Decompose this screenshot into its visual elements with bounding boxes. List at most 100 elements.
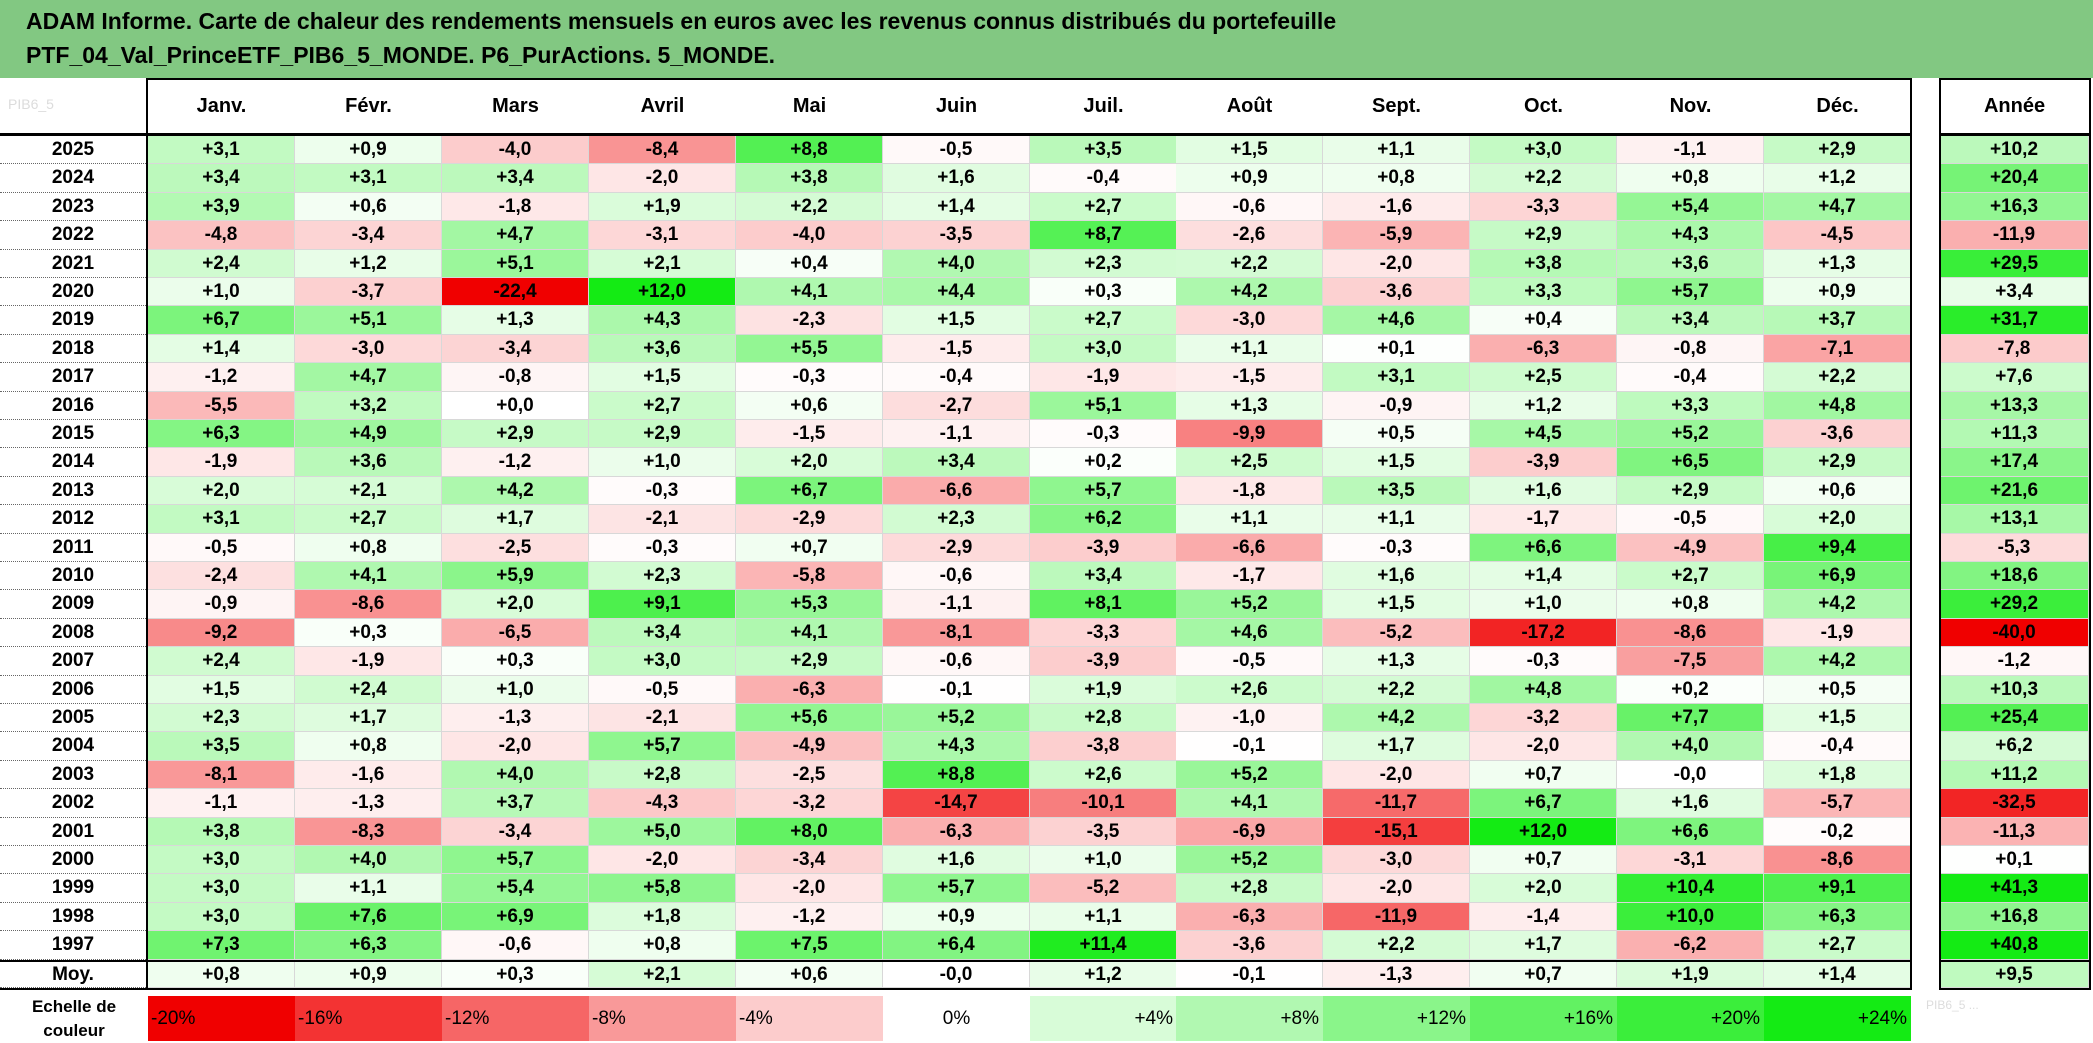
heatmap-cell: +4,3 <box>1617 221 1764 250</box>
heatmap-cell: -17,2 <box>1470 619 1617 647</box>
heatmap-cell: -2,4 <box>148 562 295 590</box>
heatmap-cell: -3,9 <box>1030 534 1177 562</box>
heatmap-cell: +3,4 <box>1030 562 1177 590</box>
heatmap-cell: +5,1 <box>442 250 589 278</box>
heatmap-cell: -2,9 <box>736 505 883 534</box>
heatmap-cell: +0,7 <box>1470 846 1617 874</box>
annual-cell: +41,3 <box>1940 874 2089 903</box>
heatmap-cell: +3,6 <box>589 335 736 363</box>
heatmap-cell: +1,3 <box>1764 250 1911 278</box>
heatmap-cell: +5,8 <box>589 874 736 903</box>
heatmap-cell: -5,9 <box>1323 221 1470 250</box>
heatmap-cell: -5,8 <box>736 562 883 590</box>
heatmap-cell: +3,8 <box>736 164 883 193</box>
heatmap-cell: -3,3 <box>1030 619 1177 647</box>
heatmap-cell: +5,6 <box>736 704 883 732</box>
heatmap-cell: +5,7 <box>1617 278 1764 306</box>
heatmap-cell: +5,7 <box>589 732 736 761</box>
heatmap-cell: +1,5 <box>589 363 736 392</box>
heatmap-cell: -3,2 <box>736 789 883 818</box>
annual-cell: -11,9 <box>1940 221 2089 250</box>
heatmap-cell: +2,7 <box>295 505 442 534</box>
heatmap-cell: +4,2 <box>1764 647 1911 676</box>
annual-cell: +7,6 <box>1940 363 2089 392</box>
annual-cell: +11,2 <box>1940 761 2089 789</box>
heatmap-cell: -0,8 <box>442 363 589 392</box>
heatmap-cell: -3,4 <box>736 846 883 874</box>
heatmap-cell: -1,1 <box>883 590 1030 619</box>
heatmap-cell: +0,8 <box>1323 164 1470 193</box>
annual-cell: +10,3 <box>1940 676 2089 704</box>
heatmap-cell: +1,6 <box>883 846 1030 874</box>
heatmap-cell: -3,0 <box>1323 846 1470 874</box>
month-header: Mai <box>736 80 883 133</box>
heatmap-cell: +3,7 <box>442 789 589 818</box>
heatmap-cell: +2,4 <box>295 676 442 704</box>
heatmap-cell: +3,4 <box>148 164 295 193</box>
annual-cell: +13,1 <box>1940 505 2089 534</box>
heatmap-cell: -1,4 <box>1470 903 1617 931</box>
heatmap-cell: -3,9 <box>1470 448 1617 477</box>
year-label: 1998 <box>0 903 148 931</box>
scale-label: Echelle de couleur <box>0 996 148 1041</box>
heatmap-cell: -1,2 <box>736 903 883 931</box>
heatmap-cell: +6,3 <box>148 420 295 448</box>
average-label: Moy. <box>0 962 148 988</box>
average-top-border <box>0 960 1911 962</box>
average-cell: +1,9 <box>1617 962 1764 988</box>
heatmap-cell: -6,3 <box>883 818 1030 846</box>
heatmap-cell: -2,0 <box>442 732 589 761</box>
month-header: Sept. <box>1323 80 1470 133</box>
average-cell: +2,1 <box>589 962 736 988</box>
year-label: 2005 <box>0 704 148 732</box>
heatmap-cell: +2,3 <box>148 704 295 732</box>
heatmap-cell: +5,4 <box>442 874 589 903</box>
annual-cell: -7,8 <box>1940 335 2089 363</box>
year-label: 2018 <box>0 335 148 363</box>
annual-cell: -1,2 <box>1940 647 2089 676</box>
heatmap-cell: +2,5 <box>1176 448 1323 477</box>
annual-cell: +17,4 <box>1940 448 2089 477</box>
annual-cell: +16,8 <box>1940 903 2089 931</box>
average-cell: -0,0 <box>883 962 1030 988</box>
annual-cell: +25,4 <box>1940 704 2089 732</box>
corner-label: PIB6_5 <box>8 96 54 112</box>
heatmap-cell: -1,8 <box>442 193 589 221</box>
scale-swatch: -16% <box>295 996 442 1041</box>
heatmap-cell: +4,7 <box>295 363 442 392</box>
heatmap-cell: -2,1 <box>589 704 736 732</box>
heatmap-cell: +5,2 <box>883 704 1030 732</box>
heatmap-cell: -6,3 <box>1470 335 1617 363</box>
annual-cell: +16,3 <box>1940 193 2089 221</box>
heatmap-cell: +1,8 <box>1764 761 1911 789</box>
header-bottom-border <box>0 133 1911 136</box>
heatmap-cell: +2,8 <box>1176 874 1323 903</box>
average-cell: +0,9 <box>295 962 442 988</box>
heatmap-cell: +1,5 <box>1176 136 1323 164</box>
heatmap-cell: +1,7 <box>1323 732 1470 761</box>
heatmap-cell: -11,9 <box>1323 903 1470 931</box>
heatmap-cell: -0,1 <box>883 676 1030 704</box>
heatmap-cell: +2,9 <box>1617 477 1764 505</box>
heatmap-cell: -8,4 <box>589 136 736 164</box>
title-banner: ADAM Informe. Carte de chaleur des rende… <box>0 0 2093 78</box>
heatmap-cell: +2,7 <box>589 392 736 420</box>
heatmap-cell: +2,6 <box>1176 676 1323 704</box>
heatmap-cell: -0,9 <box>1323 392 1470 420</box>
heatmap-cell: +0,2 <box>1617 676 1764 704</box>
heatmap-cell: -6,5 <box>442 619 589 647</box>
heatmap-cell: +2,2 <box>1323 931 1470 960</box>
months-right-border <box>1910 78 1912 990</box>
heatmap-cell: +5,7 <box>883 874 1030 903</box>
heatmap-cell: -2,0 <box>1323 874 1470 903</box>
heatmap-cell: +3,3 <box>1617 392 1764 420</box>
heatmap-cell: +2,9 <box>736 647 883 676</box>
heatmap-cell: +8,1 <box>1030 590 1177 619</box>
heatmap-cell: -0,2 <box>1764 818 1911 846</box>
annual-cell: +40,8 <box>1940 931 2089 960</box>
heatmap-cell: +3,0 <box>148 846 295 874</box>
heatmap-cell: +4,9 <box>295 420 442 448</box>
heatmap-cell: +2,4 <box>148 647 295 676</box>
heatmap-cell: -2,1 <box>589 505 736 534</box>
